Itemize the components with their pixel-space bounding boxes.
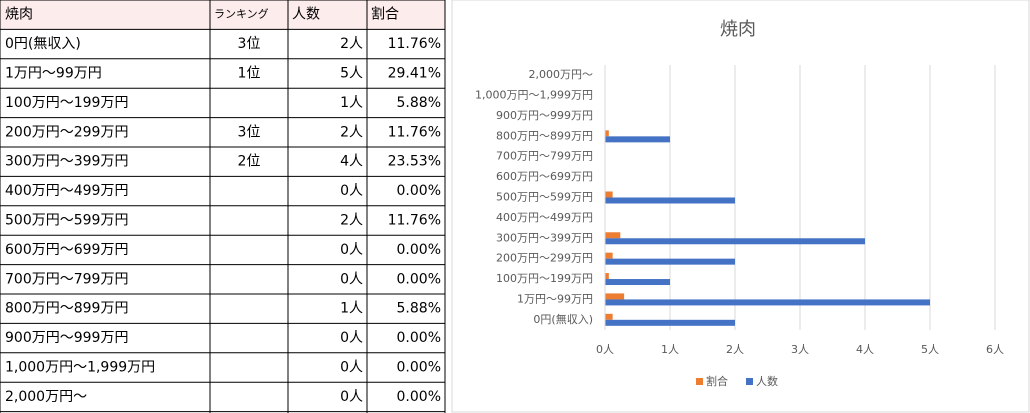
cell: 0人 xyxy=(340,271,363,287)
cell: 2人 xyxy=(340,124,363,140)
cell: 0人 xyxy=(340,330,363,346)
y-tick-label: 2,000万円～ xyxy=(529,68,594,81)
cell: 人数 xyxy=(292,7,320,23)
x-tick-label: 3人 xyxy=(791,343,809,356)
cell: 3位 xyxy=(238,124,261,140)
y-tick-label: 200万円～299万円 xyxy=(496,252,593,265)
bar xyxy=(605,252,613,259)
bar xyxy=(605,136,670,143)
legend-label: 人数 xyxy=(756,375,778,388)
cell: 300万円～399万円 xyxy=(5,154,128,170)
x-tick-label: 1人 xyxy=(661,343,679,356)
bar xyxy=(605,258,735,265)
y-tick-label: 600万円～699万円 xyxy=(496,170,593,183)
y-tick-label: 800万円～899万円 xyxy=(496,129,593,142)
cell: 1位 xyxy=(238,66,261,82)
x-tick-label: 6人 xyxy=(986,343,1004,356)
cell: 0.00% xyxy=(397,271,441,287)
cell: 3位 xyxy=(238,36,261,52)
cell: 5人 xyxy=(340,66,363,82)
x-tick-label: 0人 xyxy=(596,343,614,356)
cell: 1,000万円～1,999万円 xyxy=(5,360,155,376)
cell: 焼肉 xyxy=(5,7,33,23)
x-tick-label: 5人 xyxy=(921,343,939,356)
bar xyxy=(605,273,609,280)
cell: 2人 xyxy=(340,36,363,52)
cell: 0.00% xyxy=(397,242,441,258)
cell: 2,000万円～ xyxy=(5,389,87,405)
legend-swatch xyxy=(696,378,703,385)
cell: 0人 xyxy=(340,389,363,405)
cell: 500万円～599万円 xyxy=(5,213,128,229)
y-tick-label: 400万円～499万円 xyxy=(496,211,593,224)
cell: 1人 xyxy=(340,95,363,111)
cell: 100万円～199万円 xyxy=(5,95,128,111)
cell: 5.88% xyxy=(397,95,441,111)
y-tick-label: 300万円～399万円 xyxy=(496,231,593,244)
cell: 11.76% xyxy=(388,124,441,140)
legend-swatch xyxy=(746,378,753,385)
y-tick-label: 1万円～99万円 xyxy=(517,292,593,305)
bar xyxy=(605,293,625,300)
bar xyxy=(605,313,613,320)
bar xyxy=(605,232,621,239)
bar xyxy=(605,130,609,137)
bar xyxy=(605,197,735,204)
bar xyxy=(605,299,930,306)
legend-label: 割合 xyxy=(706,374,728,388)
bar xyxy=(605,191,613,198)
bar xyxy=(605,319,735,326)
cell: 1万円～99万円 xyxy=(5,66,102,82)
cell: 0円(無収入) xyxy=(5,36,81,52)
cell: 2位 xyxy=(238,154,261,170)
bar xyxy=(605,238,865,245)
cell: 5.88% xyxy=(397,301,441,317)
chart-area xyxy=(451,0,1030,413)
cell: 0人 xyxy=(340,360,363,376)
cell: 0人 xyxy=(340,242,363,258)
cell: 0人 xyxy=(340,183,363,199)
cell: 0.00% xyxy=(397,330,441,346)
cell: 11.76% xyxy=(388,213,441,229)
cell: 200万円～299万円 xyxy=(5,124,128,140)
cell: ランキング xyxy=(214,7,269,21)
cell: 600万円～699万円 xyxy=(5,242,128,258)
cell: 2人 xyxy=(340,213,363,229)
cell: 23.53% xyxy=(388,154,441,170)
cell: 0.00% xyxy=(397,389,441,405)
cell: 11.76% xyxy=(388,36,441,52)
cell: 1人 xyxy=(340,301,363,317)
cell: 700万円～799万円 xyxy=(5,271,128,287)
cell: 29.41% xyxy=(388,66,441,82)
chart-title: 焼肉 xyxy=(720,19,756,40)
y-tick-label: 0円(無収入) xyxy=(533,312,593,326)
cell: 4人 xyxy=(340,154,363,170)
cell: 400万円～499万円 xyxy=(5,183,128,199)
y-tick-label: 700万円～799万円 xyxy=(496,150,593,163)
cell: 900万円～999万円 xyxy=(5,330,128,346)
y-tick-label: 900万円～999万円 xyxy=(496,109,593,122)
cell: 0.00% xyxy=(397,360,441,376)
cell: 800万円～899万円 xyxy=(5,301,128,317)
y-tick-label: 500万円～599万円 xyxy=(496,191,593,204)
cell: 割合 xyxy=(371,6,399,23)
bar xyxy=(605,279,670,286)
x-tick-label: 2人 xyxy=(726,343,744,356)
header-bg xyxy=(0,0,445,29)
y-tick-label: 1,000万円～1,999万円 xyxy=(475,89,593,102)
cell: 0.00% xyxy=(397,183,441,199)
y-tick-label: 100万円～199万円 xyxy=(496,272,593,285)
x-tick-label: 4人 xyxy=(856,343,874,356)
